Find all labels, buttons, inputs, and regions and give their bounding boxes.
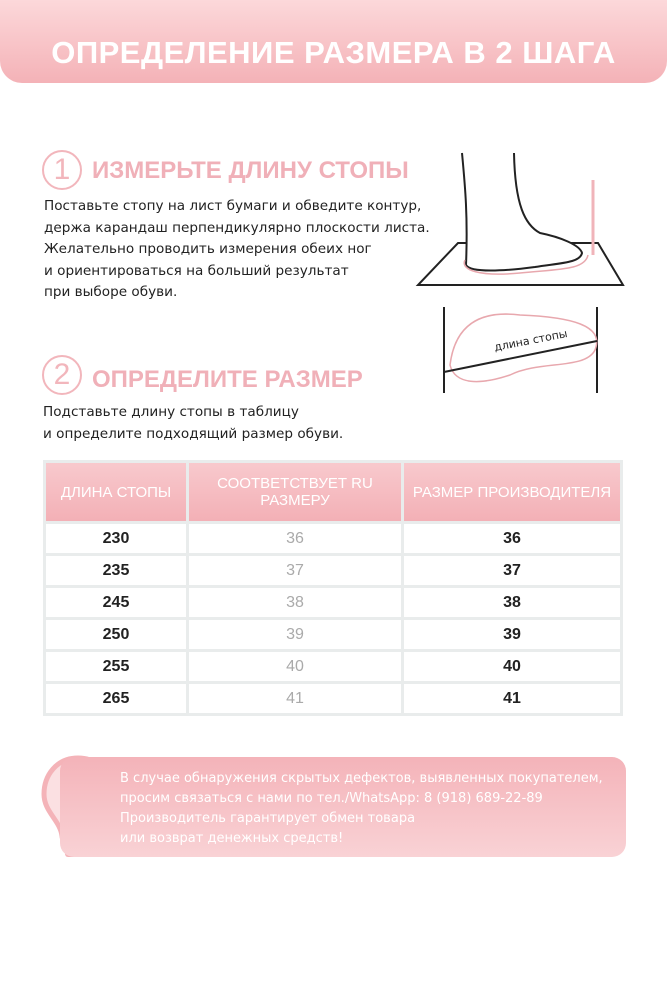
step-number: 1 bbox=[42, 150, 82, 190]
notice-box: В случае обнаружения скрытых дефектов, в… bbox=[60, 757, 626, 857]
manufacturer-size-cell: 41 bbox=[404, 684, 620, 713]
foot-on-paper-icon bbox=[415, 152, 625, 286]
table-row: 265 41 41 bbox=[46, 684, 620, 713]
page-title: ОПРЕДЕЛЕНИЕ РАЗМЕРА В 2 ШАГА bbox=[51, 34, 616, 70]
foot-measurement-illustration: длина стопы bbox=[415, 152, 625, 393]
ru-size-cell: 37 bbox=[189, 556, 401, 585]
table-row: 255 40 40 bbox=[46, 652, 620, 681]
ru-size-cell: 39 bbox=[189, 620, 401, 649]
manufacturer-size-cell: 40 bbox=[404, 652, 620, 681]
foot-length-cell: 250 bbox=[46, 620, 186, 649]
foot-length-cell: 245 bbox=[46, 588, 186, 617]
step2-text: Подставьте длину стопы в таблицу и опред… bbox=[43, 404, 344, 442]
foot-length-cell: 230 bbox=[46, 524, 186, 553]
step2-title: ОПРЕДЕЛИТЕ РАЗМЕР bbox=[92, 366, 363, 393]
foot-length-cell: 255 bbox=[46, 652, 186, 681]
foot-length-cell: 265 bbox=[46, 684, 186, 713]
column-header: СООТВЕТСТВУЕТ RU РАЗМЕРУ bbox=[189, 463, 401, 521]
manufacturer-size-cell: 39 bbox=[404, 620, 620, 649]
header-banner: ОПРЕДЕЛЕНИЕ РАЗМЕРА В 2 ШАГА bbox=[0, 0, 667, 83]
table-row: 235 37 37 bbox=[46, 556, 620, 585]
table-row: 245 38 38 bbox=[46, 588, 620, 617]
table-row: 250 39 39 bbox=[46, 620, 620, 649]
table-row: 230 36 36 bbox=[46, 524, 620, 553]
step1-text: Поставьте стопу на лист бумаги и обведит… bbox=[44, 198, 430, 300]
ru-size-cell: 40 bbox=[189, 652, 401, 681]
manufacturer-size-cell: 38 bbox=[404, 588, 620, 617]
ru-size-cell: 36 bbox=[189, 524, 401, 553]
foot-length-icon: длина стопы bbox=[443, 307, 598, 393]
step1-title: ИЗМЕРЬТЕ ДЛИНУ СТОПЫ bbox=[92, 157, 409, 184]
ru-size-cell: 41 bbox=[189, 684, 401, 713]
manufacturer-size-cell: 37 bbox=[404, 556, 620, 585]
step-number: 2 bbox=[42, 355, 82, 395]
column-header: ДЛИНА СТОПЫ bbox=[46, 463, 186, 521]
ru-size-cell: 38 bbox=[189, 588, 401, 617]
manufacturer-size-cell: 36 bbox=[404, 524, 620, 553]
size-table: ДЛИНА СТОПЫ СООТВЕТСТВУЕТ RU РАЗМЕРУ РАЗ… bbox=[43, 460, 623, 716]
column-header: РАЗМЕР ПРОИЗВОДИТЕЛЯ bbox=[404, 463, 620, 521]
foot-length-cell: 235 bbox=[46, 556, 186, 585]
